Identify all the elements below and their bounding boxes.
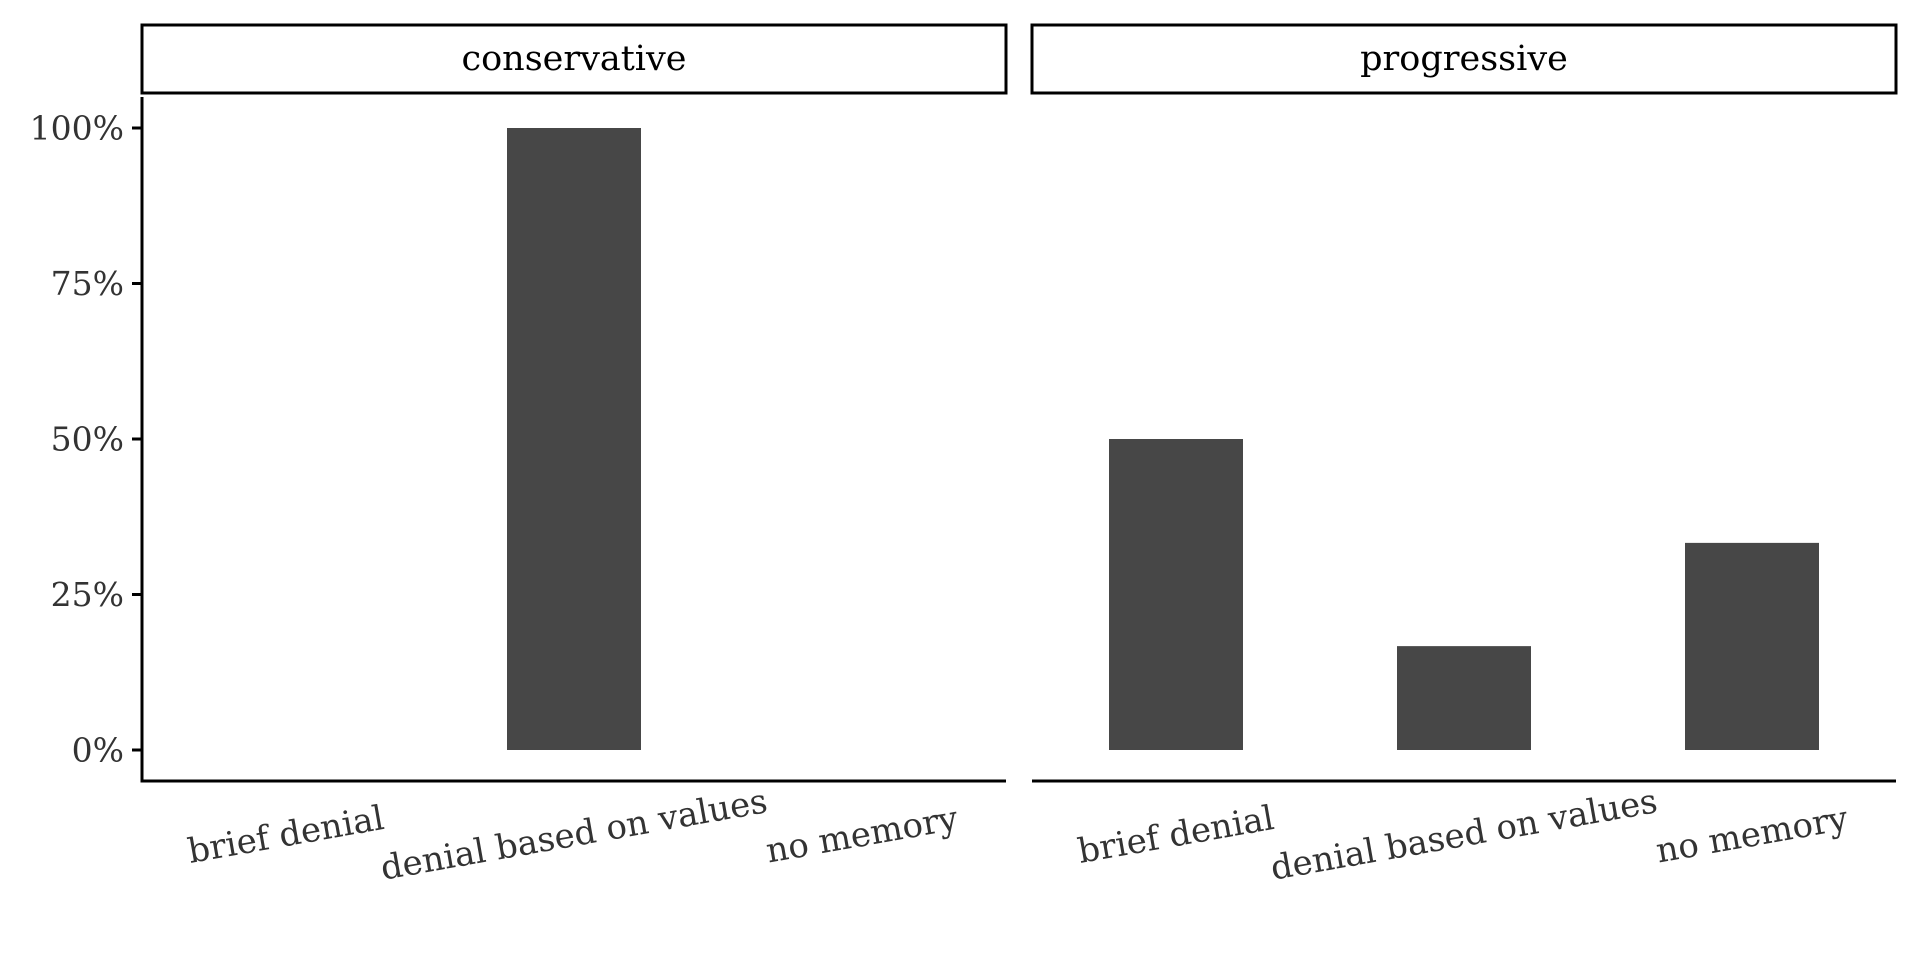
facet-strip (140, 23, 1008, 95)
y-tick-label: 25% (51, 575, 124, 614)
x-tick-label: denial based on values (378, 781, 771, 888)
y-axis: 0% 25% 50% 75% 100% (30, 97, 144, 783)
facet-strip (1030, 23, 1898, 95)
x-tick-label: denial based on values (1268, 781, 1661, 888)
bar-progressive-1 (1397, 646, 1531, 750)
bar-progressive-2 (1685, 542, 1819, 750)
x-tick-label: no memory (1653, 798, 1851, 871)
y-tick-label: 75% (51, 264, 124, 303)
y-tick-label: 100% (30, 109, 124, 148)
bar-progressive-0 (1109, 439, 1243, 750)
facet-strip-label: progressive (1360, 39, 1568, 79)
y-tick-label: 0% (72, 731, 124, 770)
bar-conservative-1 (507, 128, 641, 750)
facet-strip-label: conservative (461, 39, 686, 79)
x-tick-label: brief denial (1075, 798, 1277, 872)
y-tick-label: 50% (51, 420, 124, 459)
x-tick-label: no memory (763, 798, 961, 871)
x-tick-label: brief denial (185, 798, 387, 872)
